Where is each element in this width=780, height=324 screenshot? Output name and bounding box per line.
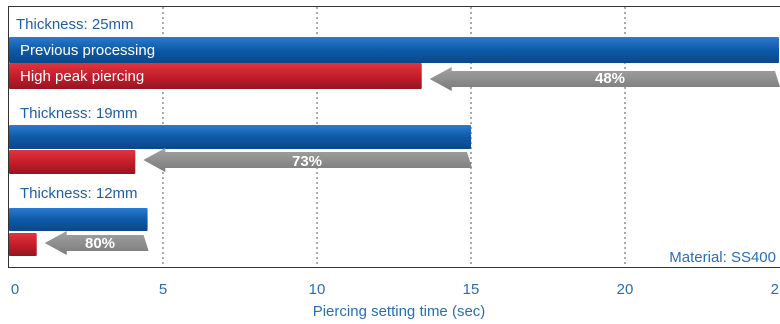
reduction-arrow-12mm: [44, 231, 149, 255]
reduction-label-19mm: 73%: [292, 153, 322, 170]
x-tick-label-0: 0: [11, 281, 19, 298]
x-tick-label-20: 20: [617, 281, 634, 298]
bar-label-previous-processing: Previous processing: [20, 42, 155, 59]
x-tick-label-5: 5: [159, 281, 167, 298]
group-25mm: Thickness: 25mm Previous processing High…: [9, 16, 780, 91]
plot-frame: [8, 6, 780, 268]
bar-highpeak-25mm: [9, 63, 422, 89]
reduction-label-25mm: 48%: [595, 70, 625, 87]
x-tick-label-10: 10: [309, 281, 326, 298]
group-19mm: Thickness: 19mm 73%: [9, 105, 472, 174]
x-tick-label-25: 25: [771, 281, 780, 298]
material-annotation: Material: SS400: [669, 249, 776, 266]
bar-label-high-peak-piercing: High peak piercing: [20, 68, 144, 85]
reduction-arrow-25mm: [429, 67, 780, 91]
group-label-25mm: Thickness: 25mm: [16, 16, 134, 33]
x-axis-ticks: 0 5 10 15 20 25: [11, 281, 780, 298]
x-axis-label: Piercing setting time (sec): [313, 303, 486, 320]
bar-highpeak-19mm: [9, 150, 136, 174]
bar-highpeak-12mm: [9, 233, 37, 256]
bar-previous-12mm: [9, 208, 148, 231]
group-label-19mm: Thickness: 19mm: [20, 105, 138, 122]
group-12mm: Thickness: 12mm 80%: [9, 185, 149, 256]
group-label-12mm: Thickness: 12mm: [20, 185, 138, 202]
reduction-arrow-19mm: [143, 148, 472, 172]
bar-previous-19mm: [9, 125, 471, 149]
x-tick-label-15: 15: [463, 281, 480, 298]
reduction-label-12mm: 80%: [85, 235, 115, 252]
bar-previous-25mm: [9, 37, 779, 63]
